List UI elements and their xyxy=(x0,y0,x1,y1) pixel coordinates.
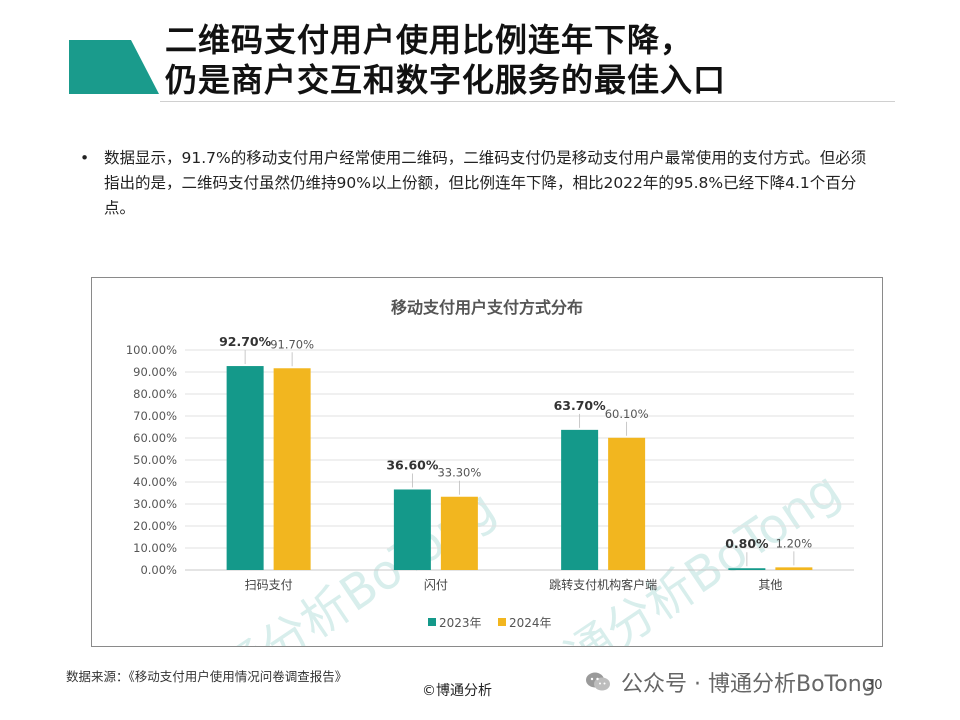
legend-label-2: 2024年 xyxy=(509,616,552,630)
y-tick-label: 10.00% xyxy=(133,541,177,555)
x-tick-label: 跳转支付机构客户端 xyxy=(549,577,657,592)
bar-2-2 xyxy=(440,496,478,570)
copyright: ©博通分析 xyxy=(422,683,492,699)
legend-swatch-1 xyxy=(428,618,436,626)
wechat-account: 公众号 · 博通分析BoTong xyxy=(585,666,876,698)
y-tick-label: 40.00% xyxy=(133,475,177,489)
y-tick-label: 50.00% xyxy=(133,453,177,467)
wechat-icon xyxy=(586,672,610,691)
bar-1-2 xyxy=(393,489,431,570)
y-tick-label: 30.00% xyxy=(133,497,177,511)
title-accent-shape xyxy=(69,40,159,94)
y-tick-label: 100.00% xyxy=(126,343,177,357)
data-label: 91.70% xyxy=(270,337,314,351)
legend-swatch-2 xyxy=(498,618,506,626)
title-divider xyxy=(160,101,895,102)
data-label: 0.80% xyxy=(725,536,769,551)
bar-1-4 xyxy=(728,568,766,570)
data-label: 36.60% xyxy=(386,457,439,472)
bullet-text: 数据显示，91.7%的移动支付用户经常使用二维码，二维码支付仍是移动支付用户最常… xyxy=(104,149,867,217)
data-label: 1.20% xyxy=(776,536,813,550)
bar-2-1 xyxy=(273,368,311,570)
x-tick-label: 闪付 xyxy=(424,578,448,592)
data-label: 60.10% xyxy=(605,407,649,421)
wechat-text: 公众号 · 博通分析BoTong xyxy=(621,672,876,697)
y-tick-label: 20.00% xyxy=(133,519,177,533)
legend-label-1: 2023年 xyxy=(439,616,482,630)
y-tick-label: 60.00% xyxy=(133,431,177,445)
chart-title: 移动支付用户支付方式分布 xyxy=(391,298,583,317)
page-title: 二维码支付用户使用比例连年下降， 仍是商户交互和数字化服务的最佳入口 xyxy=(165,20,905,100)
data-label: 92.70% xyxy=(219,334,272,349)
y-tick-label: 90.00% xyxy=(133,365,177,379)
page-number: 30 xyxy=(866,678,883,693)
data-source: 数据来源：《移动支付用户使用情况问卷调查报告》 xyxy=(66,669,348,684)
bar-chart: 博通分析BoTong 博通分析BoTong移动支付用户支付方式分布0.00%10.… xyxy=(126,298,854,646)
x-tick-label: 扫码支付 xyxy=(245,578,293,592)
y-tick-label: 70.00% xyxy=(133,409,177,423)
bullet-paragraph: • 数据显示，91.7%的移动支付用户经常使用二维码，二维码支付仍是移动支付用户… xyxy=(80,146,880,221)
y-tick-label: 0.00% xyxy=(140,563,177,577)
data-label: 33.30% xyxy=(437,466,481,480)
data-label: 63.70% xyxy=(554,398,607,413)
bar-2-3 xyxy=(608,437,646,570)
y-tick-label: 80.00% xyxy=(133,387,177,401)
bullet-dot-icon: • xyxy=(80,149,90,167)
bar-1-3 xyxy=(561,429,599,570)
chart-frame: 博通分析BoTong 博通分析BoTong 移动支付用户支付方式分布 0.00% 10.… xyxy=(91,277,883,647)
bar-1-1 xyxy=(226,366,264,570)
page-title-line-2: 仍是商户交互和数字化服务的最佳入口 xyxy=(165,61,727,99)
bar-2-4 xyxy=(775,567,813,570)
page-title-line-1: 二维码支付用户使用比例连年下降， xyxy=(165,21,694,59)
x-tick-label: 其他 xyxy=(758,578,782,592)
